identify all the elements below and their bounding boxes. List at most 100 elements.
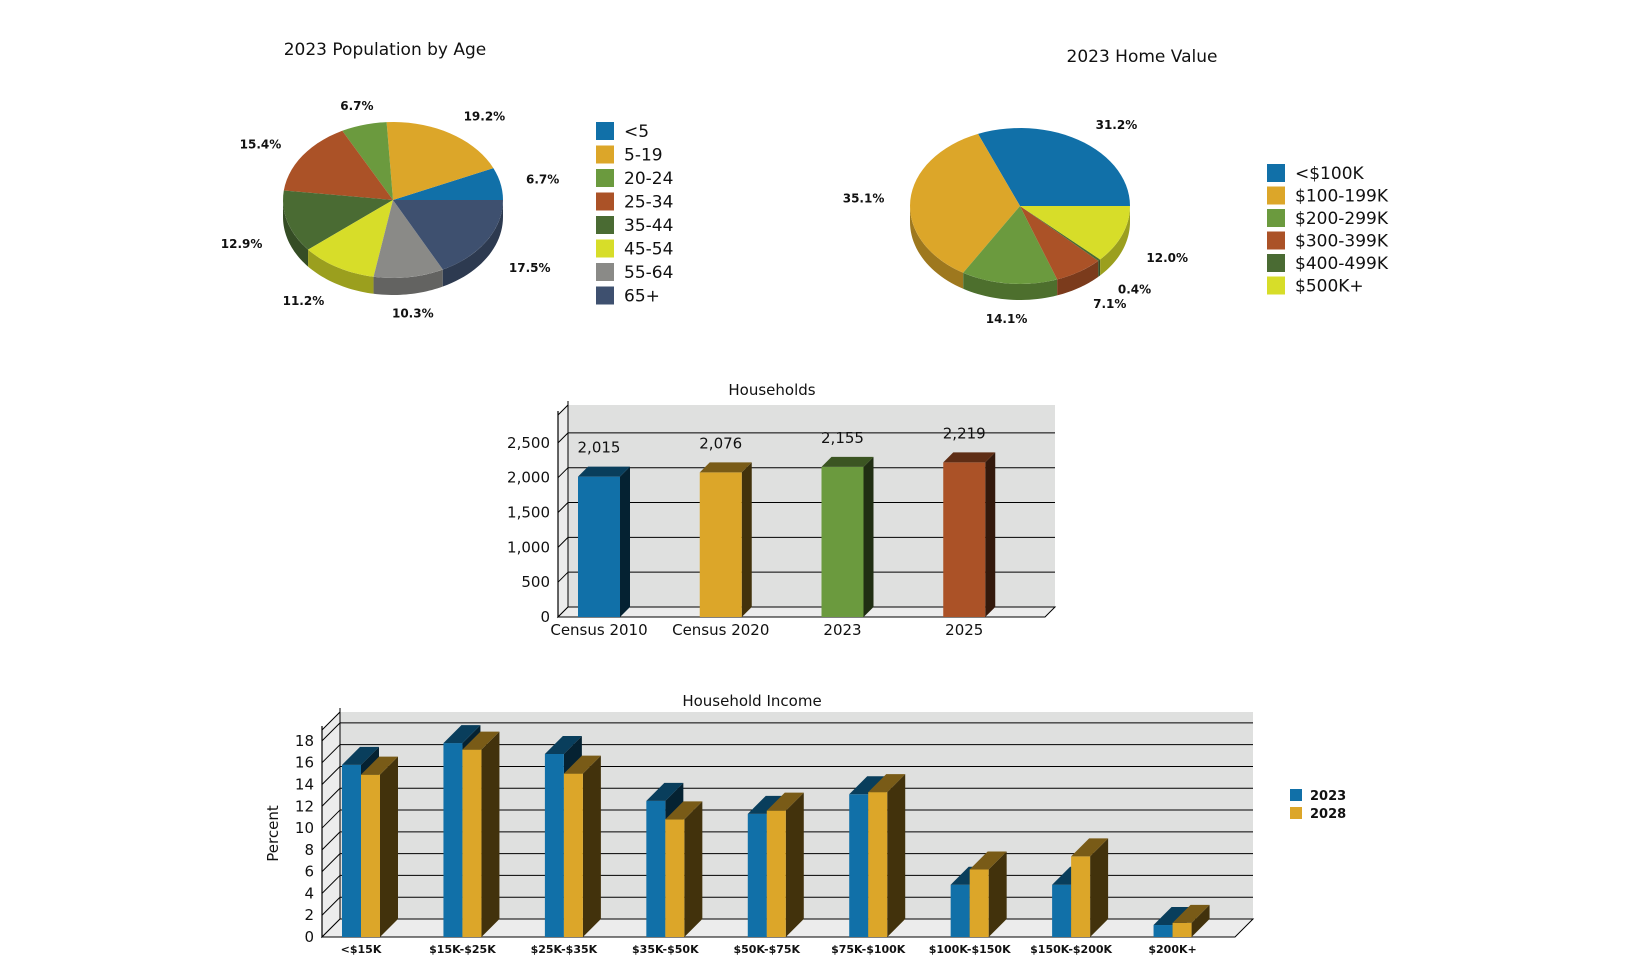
pie-slice-1[interactable] [910, 133, 1020, 273]
pie-top-faces [910, 128, 1130, 284]
bar-top [868, 774, 906, 793]
gridline-side [321, 809, 341, 829]
bar[interactable] [849, 794, 869, 937]
y-tick-label: 1,000 [507, 538, 550, 556]
pie-slice-0[interactable] [393, 168, 503, 200]
bar[interactable] [950, 884, 970, 937]
x-tick-label: 2025 [945, 621, 983, 639]
legend-swatch [596, 192, 614, 211]
bar-side [988, 851, 1007, 937]
chart-title: 2023 Home Value [1067, 47, 1218, 67]
gridline-side [321, 722, 341, 742]
pie-value-label: 17.5% [509, 261, 551, 275]
bar[interactable] [969, 869, 989, 937]
bar-side [741, 462, 752, 617]
bar-top [1172, 904, 1210, 923]
pie-slice-4[interactable] [1020, 206, 1101, 261]
bar[interactable] [1172, 922, 1192, 937]
legend-swatch [596, 169, 614, 187]
bar-top [969, 851, 1007, 870]
gridline-side [321, 896, 341, 916]
bar-side [380, 756, 398, 937]
bar[interactable] [1153, 925, 1173, 937]
x-tick-label: $100K-$150K [929, 943, 1011, 956]
pie-value-label: 6.7% [526, 173, 559, 187]
plot-side-wall [321, 710, 341, 939]
pie-value-label: 15.4% [240, 137, 282, 151]
x-tick-label: Census 2010 [550, 621, 647, 639]
bar[interactable] [578, 476, 620, 617]
gridline-side [321, 787, 341, 807]
bar-top [665, 801, 703, 820]
y-tick-label: 0 [304, 928, 314, 946]
gridline-side [557, 432, 569, 444]
pie-slice-side-7 [442, 200, 503, 287]
legend-label: $400-499K [1295, 254, 1389, 274]
bar-top [544, 735, 582, 754]
bar[interactable] [943, 462, 986, 617]
pie-value-label: 35.1% [843, 192, 885, 206]
legend-label: 20-24 [624, 169, 673, 189]
pie-value-label: 10.3% [392, 306, 434, 320]
bar[interactable] [766, 810, 786, 937]
bar[interactable] [361, 774, 380, 937]
pie-legend: <5 5-19 20-24 25-34 35-44 45-54 55-64 65+ [596, 122, 673, 307]
y-tick-label: 2 [304, 906, 314, 924]
bar-side [1090, 838, 1109, 937]
pie-slice-side-2 [963, 272, 1058, 300]
pie-slice-4[interactable] [283, 190, 393, 250]
pie-slice-1[interactable] [386, 122, 494, 200]
pie-slice-5[interactable] [1020, 206, 1130, 260]
gridline-side [557, 536, 569, 548]
bar-top [943, 452, 996, 463]
legend-swatch [596, 122, 614, 140]
pie-slice-7[interactable] [393, 200, 503, 270]
bar[interactable] [443, 743, 463, 937]
legend-swatch [596, 239, 614, 258]
x-tick-label: $25K-$35K [531, 943, 598, 956]
bar-top [578, 466, 630, 477]
gridline-side [321, 875, 341, 894]
bar[interactable] [646, 800, 666, 937]
pie-slice-3[interactable] [283, 130, 393, 200]
legend-swatch [1267, 276, 1285, 295]
legend-label: $500K+ [1295, 277, 1364, 297]
legend-swatch [1267, 209, 1285, 227]
pie-slice-2[interactable] [342, 122, 393, 200]
x-tick-label: $50K-$75K [733, 943, 800, 956]
x-tick-label: $75K-$100K [831, 943, 906, 956]
bar[interactable] [868, 792, 888, 937]
bar[interactable] [1071, 856, 1091, 937]
y-tick-label: 1,500 [507, 504, 550, 522]
y-axis-label: Percent [264, 805, 282, 862]
bar[interactable] [821, 466, 864, 617]
bar-top [1153, 907, 1191, 926]
bar[interactable] [699, 472, 742, 617]
gridline-side [321, 766, 341, 785]
legend-label: 35-44 [624, 216, 673, 236]
bar[interactable] [747, 813, 767, 937]
pie-slice-0[interactable] [978, 128, 1130, 206]
y-tick-label: 2,000 [507, 469, 550, 487]
bar[interactable] [563, 773, 583, 937]
pie-slice-2[interactable] [963, 206, 1058, 284]
pie-slice-6[interactable] [373, 200, 443, 278]
pie-side-walls [910, 206, 1130, 300]
bar-top [747, 795, 785, 814]
legend-label: 2023 [1310, 789, 1346, 804]
legend-swatch [1267, 186, 1285, 205]
bar[interactable] [342, 764, 361, 937]
pie-legend: <$100K $100-199K$200-299K $300-399K$400-49… [1267, 164, 1389, 297]
bar[interactable] [544, 753, 564, 937]
bar-top [361, 756, 398, 775]
pie-slice-3[interactable] [1020, 206, 1099, 280]
y-tick-label: 12 [295, 797, 314, 815]
bar[interactable] [665, 819, 685, 937]
legend-label: 25-34 [624, 193, 673, 213]
pie-slice-5[interactable] [308, 200, 393, 277]
bar[interactable] [462, 749, 482, 937]
bar[interactable] [1052, 884, 1072, 937]
y-tick-label: 16 [295, 754, 314, 772]
bar-top [462, 731, 500, 750]
